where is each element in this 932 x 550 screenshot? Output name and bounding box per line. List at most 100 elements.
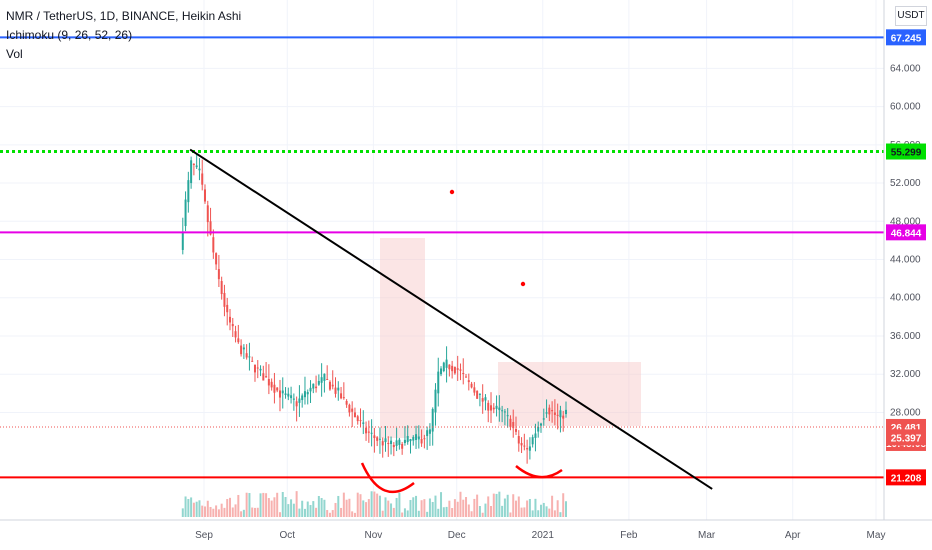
volume-bar	[340, 507, 343, 517]
candle-body	[348, 404, 351, 413]
y-tick-label: 64.000	[890, 63, 921, 74]
volume-bar	[348, 498, 351, 517]
candle-body	[501, 410, 504, 412]
cursor-price-badge-bg	[886, 429, 926, 446]
candle-body	[267, 378, 270, 386]
candle-body	[512, 422, 515, 429]
volume-bar	[362, 500, 365, 517]
volume-bar	[384, 497, 387, 517]
volume-bar	[301, 500, 304, 517]
candle-body	[259, 368, 262, 371]
candle-body	[542, 418, 545, 420]
candle-body	[453, 367, 456, 374]
marker-dot-1	[449, 189, 455, 195]
candle-body	[376, 437, 379, 441]
volume-bar	[253, 507, 256, 517]
candle-body	[248, 356, 251, 358]
volume-bar	[445, 506, 448, 517]
level-badge-67.245-bg	[886, 29, 926, 46]
candle-body	[226, 304, 229, 313]
volume-legend[interactable]: Vol	[6, 47, 23, 61]
volume-bar	[306, 501, 309, 517]
volume-bar	[212, 508, 215, 517]
volume-bar	[465, 497, 468, 517]
candle-body	[434, 389, 437, 413]
candle-body	[340, 393, 343, 399]
volume-bar	[290, 499, 293, 517]
x-tick-label: Mar	[698, 530, 716, 541]
volume-bar	[459, 491, 462, 517]
candle-body	[495, 405, 498, 409]
candle-body	[470, 383, 473, 388]
volume-bar	[353, 512, 356, 517]
candle-body	[312, 383, 315, 389]
candle-body	[415, 434, 418, 440]
trendline[interactable]	[189, 148, 713, 490]
candle-body	[309, 387, 312, 392]
x-tick-label: Oct	[280, 530, 296, 541]
grid-lines	[0, 0, 884, 520]
candle-body	[315, 386, 318, 389]
level-badge-55.299-bg	[886, 143, 926, 160]
candle-body	[384, 438, 387, 443]
volume-bar	[190, 497, 193, 517]
last-price-badge: 26.481	[891, 423, 922, 434]
volume-bar	[248, 493, 251, 517]
level-badge-55.299: 55.299	[891, 148, 922, 159]
candle-body	[548, 407, 551, 415]
currency-unit-button[interactable]: USDT	[895, 6, 927, 26]
bottom-arc-left	[360, 462, 415, 494]
candle-body	[526, 448, 529, 450]
volume-bar	[181, 508, 184, 517]
candle-body	[442, 362, 445, 372]
candle-body	[206, 205, 209, 223]
candle-body	[481, 398, 484, 402]
candle-body	[201, 173, 204, 185]
volume-bar	[534, 498, 537, 517]
candle-body	[231, 324, 234, 327]
volume-bar	[234, 504, 237, 517]
candle-body	[387, 443, 390, 445]
volume-bar	[487, 496, 490, 517]
candle-body	[515, 429, 518, 432]
volume-bar	[342, 492, 345, 517]
candle-body	[284, 393, 287, 395]
candle-body	[431, 408, 434, 432]
volume-bar	[490, 506, 493, 517]
x-tick-label: May	[867, 530, 886, 541]
candle-body	[204, 189, 206, 202]
candle-body	[456, 368, 459, 370]
volume-bar	[276, 492, 279, 517]
volume-bar	[409, 499, 412, 517]
volume-bar	[531, 510, 534, 517]
time-axis[interactable]: Sep Oct Nov Dec 2021 Feb Mar Apr May	[195, 530, 885, 541]
candle-body	[242, 347, 245, 350]
candle-body	[545, 412, 548, 414]
volume-bar	[201, 505, 204, 517]
volume-bar	[495, 493, 498, 517]
ichimoku-legend[interactable]: Ichimoku (9, 26, 52, 26)	[6, 28, 133, 42]
volume-bar	[559, 512, 562, 517]
volume-bar	[442, 507, 445, 517]
volume-bar	[337, 495, 340, 517]
candle-body	[262, 373, 265, 381]
kumo-cloud-dec	[380, 238, 425, 438]
price-badges: 67.24555.29946.84421.20826.48110:48:0825…	[886, 29, 926, 486]
candle-body	[509, 418, 512, 428]
candle-body	[212, 237, 215, 253]
marker-dot-2	[520, 281, 526, 287]
candle-body	[287, 393, 290, 397]
candle-body	[298, 398, 301, 403]
volume-bar	[437, 508, 440, 517]
volume-bar	[215, 505, 218, 517]
candle-body	[265, 376, 268, 378]
candle-body	[353, 412, 356, 418]
volume-bar	[426, 511, 429, 517]
horizontal-levels[interactable]	[0, 36, 884, 479]
level-badge-46.844: 46.844	[891, 228, 922, 239]
candle-body	[295, 401, 298, 407]
kumo-cloud-jan	[498, 362, 641, 426]
x-tick-label: Dec	[448, 530, 466, 541]
volume-bar	[395, 497, 398, 517]
